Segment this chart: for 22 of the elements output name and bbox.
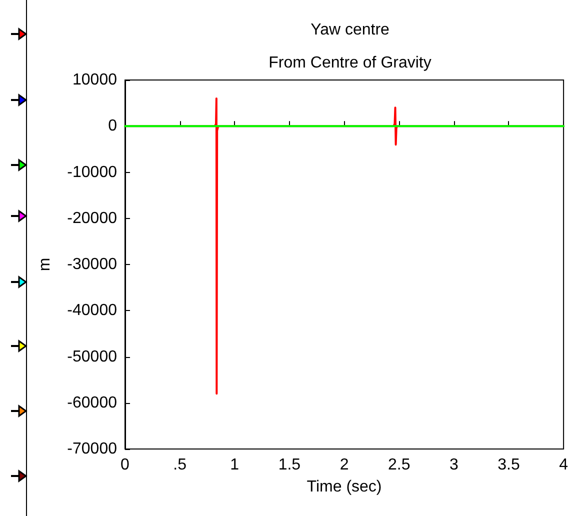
y-tick-label: 0 <box>108 118 118 135</box>
y-tick-label: -70000 <box>67 440 118 458</box>
x-tick-label: 2 <box>340 456 349 474</box>
y-tick-label: -10000 <box>67 164 118 181</box>
x-tick-label: 2.5 <box>388 456 410 474</box>
y-axis-title: m <box>36 258 54 272</box>
x-tick-label: 4 <box>559 456 568 474</box>
y-tick-label: -60000 <box>67 394 118 412</box>
y-tick-label: -40000 <box>67 302 118 320</box>
y-tick-label: -50000 <box>67 348 118 366</box>
x-tick-label: 0 <box>120 456 130 474</box>
x-tick-label: 3.5 <box>498 456 520 474</box>
x-tick-label: 3 <box>449 456 458 474</box>
x-tick-label: .5 <box>173 456 187 474</box>
chart-subtitle: From Centre of Gravity <box>268 54 432 72</box>
y-tick-label: -30000 <box>67 256 118 273</box>
x-tick-label: 1 <box>230 456 240 474</box>
chart-title: Yaw centre <box>310 22 390 38</box>
y-tick-label: -20000 <box>67 210 118 227</box>
x-axis-title: Time (sec) <box>306 478 382 496</box>
y-tick-label: 10000 <box>72 72 118 88</box>
x-tick-label: 1.5 <box>278 456 301 474</box>
